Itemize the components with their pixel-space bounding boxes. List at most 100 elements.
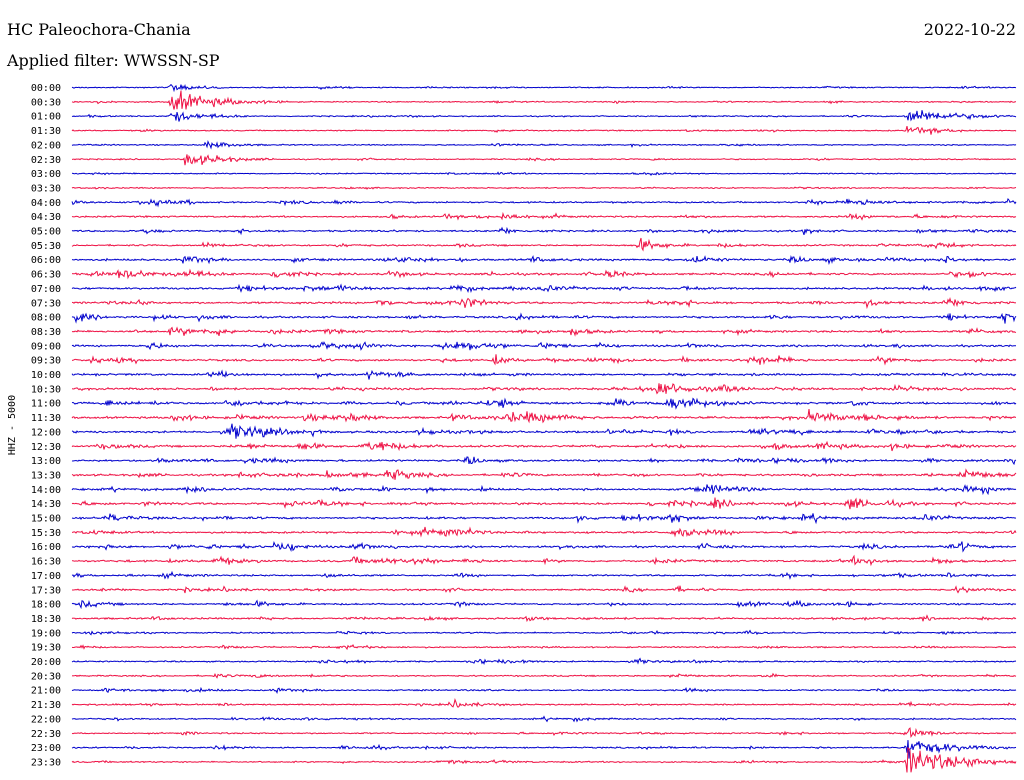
y-axis-label: HHZ - 5000 [7,395,18,455]
seismic-trace-0930 [71,354,1017,366]
seismic-trace-0530 [71,237,1017,252]
seismic-trace-0130 [71,125,1017,135]
row-time-label: 15:00 [31,514,61,525]
row-time-label: 07:30 [31,298,61,309]
row-time-label: 03:00 [31,169,61,180]
filter-label: Applied filter: WWSSN-SP [7,51,220,70]
row-time-label: 12:00 [31,427,61,438]
row-time-label: 16:00 [31,542,61,553]
row-time-label: 20:30 [31,671,61,682]
seismic-trace-1130 [71,409,1017,424]
seismic-trace-1100 [71,397,1017,410]
seismic-trace-1330 [71,468,1017,480]
row-time-label: 07:00 [31,284,61,295]
seismic-trace-0730 [71,296,1017,310]
row-time-label: 08:30 [31,327,61,338]
row-time-label: 06:30 [31,270,61,281]
row-time-label: 12:30 [31,442,61,453]
row-time-label: 00:00 [31,83,61,94]
row-time-label: 22:30 [31,729,61,740]
seismic-trace-0300 [71,171,1017,176]
seismic-trace-0330 [71,186,1017,190]
seismic-trace-1300 [71,456,1017,466]
row-time-label: 14:00 [31,485,61,496]
seismic-trace-1600 [71,540,1017,553]
seismic-trace-1900 [71,629,1017,636]
seismic-trace-1930 [71,644,1017,651]
seismic-trace-1730 [72,585,1017,594]
time-labels: 00:00 00:30 01:00 01:30 02:00 02:30 03:00 03:30… [31,83,61,768]
row-time-label: 11:00 [31,399,61,410]
seismic-trace-2330 [71,746,1017,773]
row-time-label: 16:30 [31,557,61,568]
row-time-label: 21:00 [31,686,61,697]
seismic-trace-0430 [71,211,1017,221]
row-time-label: 17:30 [31,585,61,596]
seismic-trace-1030 [71,383,1017,395]
seismic-trace-2130 [71,698,1017,708]
seismic-trace-0400 [71,198,1017,208]
row-time-label: 09:30 [31,356,61,367]
row-time-label: 04:00 [31,198,61,209]
row-time-label: 10:30 [31,384,61,395]
row-time-label: 17:00 [31,571,61,582]
row-time-label: 05:00 [31,227,61,238]
seismic-trace-0500 [71,226,1017,236]
seismic-trace-2230 [71,727,1017,738]
seismic-trace-1630 [71,554,1017,567]
seismic-trace-1000 [71,369,1017,380]
row-time-label: 11:30 [31,413,61,424]
seismic-trace-0100 [71,110,1017,122]
row-time-label: 13:30 [31,470,61,481]
seismic-trace-1830 [71,614,1017,623]
seismic-trace-0000 [71,83,1017,93]
row-time-label: 06:00 [31,255,61,266]
row-time-label: 04:30 [31,212,61,223]
row-time-label: 21:30 [31,700,61,711]
row-time-label: 02:30 [31,155,61,166]
station-title: HC Paleochora-Chania [7,20,191,39]
row-time-label: 01:00 [31,112,61,123]
seismic-trace-2100 [71,686,1017,695]
row-time-label: 03:30 [31,183,61,194]
row-time-label: 23:30 [31,757,61,768]
row-time-label: 02:00 [31,140,61,151]
seismic-trace-1230 [71,440,1017,452]
row-time-label: 19:00 [31,628,61,639]
row-time-label: 18:30 [31,614,61,625]
row-time-label: 14:30 [31,499,61,510]
row-time-label: 23:00 [31,743,61,754]
seismic-trace-2200 [71,715,1017,723]
row-time-label: 09:00 [31,341,61,352]
record-date: 2022-10-22 [923,20,1016,39]
row-time-label: 19:30 [31,643,61,654]
seismic-trace-0700 [71,283,1017,294]
seismic-trace-1500 [71,513,1017,525]
seismic-trace-1400 [71,484,1017,496]
row-time-label: 18:00 [31,600,61,611]
row-time-label: 10:00 [31,370,61,381]
seismic-trace-1800 [71,599,1017,610]
seismic-trace-2030 [71,672,1017,679]
row-time-label: 20:00 [31,657,61,668]
seismic-trace-0600 [71,254,1017,266]
seismic-trace-0900 [71,341,1016,351]
row-time-label: 15:30 [31,528,61,539]
row-time-label: 05:30 [31,241,61,252]
seismic-trace-0230 [71,154,1017,166]
seismic-trace-0830 [71,326,1017,337]
row-time-label: 13:00 [31,456,61,467]
seismic-trace-1700 [71,570,1017,580]
seismic-trace-0800 [71,312,1017,324]
seismic-trace-0200 [71,140,1017,150]
seismic-trace-2300 [71,740,1017,759]
row-time-label: 01:30 [31,126,61,137]
seismic-trace-1200 [71,423,1017,439]
seismic-trace-1530 [71,526,1017,538]
seismic-traces [71,83,1017,773]
seismic-trace-1430 [71,497,1017,510]
seismic-trace-0030 [71,90,1016,110]
row-time-label: 00:30 [31,97,61,108]
seismic-trace-0630 [71,268,1017,280]
